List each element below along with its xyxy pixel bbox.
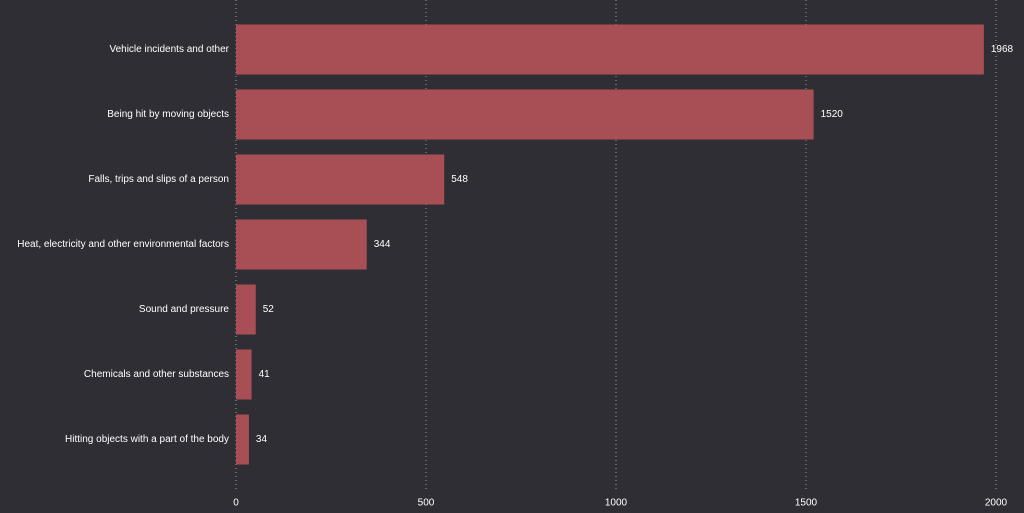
x-tick-label: 1500 xyxy=(795,498,818,509)
x-tick-label: 0 xyxy=(233,498,239,509)
x-tick-label: 2000 xyxy=(985,498,1008,509)
value-label: 344 xyxy=(374,239,391,250)
x-axis-ticks: 0 500 1000 1500 2000 xyxy=(233,498,1007,509)
bar xyxy=(236,284,256,335)
value-label: 34 xyxy=(256,434,268,445)
value-label: 1520 xyxy=(821,109,844,120)
bar xyxy=(236,414,249,465)
value-labels: 1968 1520 548 344 52 41 34 xyxy=(256,44,1014,445)
value-label: 1968 xyxy=(991,44,1014,55)
bar xyxy=(236,154,445,205)
category-label: Falls, trips and slips of a person xyxy=(88,174,229,185)
value-label: 41 xyxy=(259,369,271,380)
category-label: Chemicals and other substances xyxy=(84,369,229,380)
category-label: Being hit by moving objects xyxy=(107,109,229,120)
bar xyxy=(236,219,367,270)
category-labels: Vehicle incidents and other Being hit by … xyxy=(17,44,229,445)
bar xyxy=(236,89,814,140)
bar xyxy=(236,349,252,400)
x-tick-label: 1000 xyxy=(605,498,628,509)
x-tick-label: 500 xyxy=(418,498,435,509)
value-label: 548 xyxy=(451,174,468,185)
gridlines xyxy=(235,0,997,490)
category-label: Hitting objects with a part of the body xyxy=(65,434,229,445)
category-label: Sound and pressure xyxy=(139,304,230,315)
category-label: Vehicle incidents and other xyxy=(109,44,229,55)
bars xyxy=(236,24,984,465)
category-label: Heat, electricity and other environmenta… xyxy=(17,239,229,250)
bar xyxy=(236,24,984,75)
value-label: 52 xyxy=(263,304,275,315)
